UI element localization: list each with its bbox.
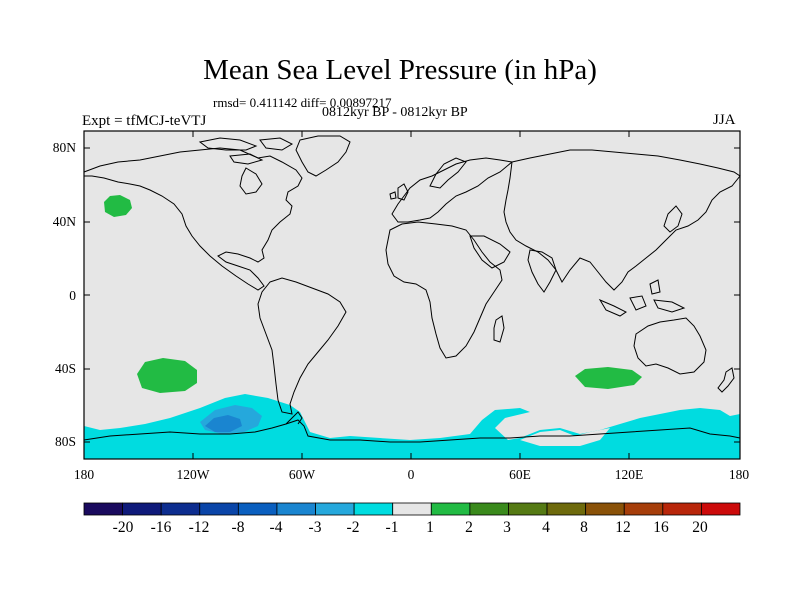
lat-label-80s: 80S bbox=[54, 434, 76, 449]
colorbar-box bbox=[392, 502, 432, 516]
colorbar-label: -8 bbox=[231, 519, 245, 536]
colorbar-box bbox=[122, 502, 162, 516]
lon-label-60e: 60E bbox=[509, 467, 531, 482]
lat-label-80n: 80N bbox=[52, 140, 76, 155]
coast-antarctic-peninsula bbox=[285, 411, 303, 425]
colorbar-label: -16 bbox=[150, 519, 172, 536]
southern-ocean-gap bbox=[520, 428, 610, 446]
colorbar-box bbox=[508, 502, 548, 516]
plot-title: Mean Sea Level Pressure (in hPa) bbox=[203, 54, 597, 86]
lon-label-180e: 180 bbox=[728, 467, 750, 482]
coast-antarctica bbox=[83, 419, 741, 443]
coast-maritime-continent bbox=[598, 279, 686, 317]
colorbar-label: 8 bbox=[580, 519, 588, 536]
lat-label-40s: 40S bbox=[54, 361, 76, 376]
colorbar-label: -2 bbox=[346, 519, 360, 536]
anomaly-regions bbox=[84, 195, 740, 459]
colorbar-label: -12 bbox=[188, 519, 210, 536]
colorbar-box bbox=[701, 502, 741, 516]
colorbar-label: -3 bbox=[308, 519, 322, 536]
colorbar-box bbox=[353, 502, 394, 516]
coast-japan bbox=[663, 205, 683, 233]
coast-arctic-islands bbox=[198, 137, 294, 165]
season-label: JJA bbox=[713, 112, 736, 128]
colorbar-box bbox=[623, 502, 664, 516]
axis-ticks bbox=[84, 131, 740, 459]
lon-label-0: 0 bbox=[407, 467, 415, 482]
lon-label-120e: 120E bbox=[614, 467, 644, 482]
colorbar bbox=[83, 502, 741, 516]
lat-label-eq: 0 bbox=[69, 288, 76, 303]
lon-label-60w: 60W bbox=[288, 467, 316, 482]
coast-australia bbox=[633, 317, 707, 375]
colorbar-label: 4 bbox=[542, 519, 550, 536]
coast-hudson-bay bbox=[239, 167, 263, 195]
colorbar-label: -1 bbox=[385, 519, 399, 536]
coast-africa bbox=[385, 221, 503, 359]
colorbar-box bbox=[237, 502, 278, 516]
coast-greenland bbox=[295, 135, 351, 177]
period-text: 0812kyr BP - 0812kyr BP bbox=[322, 105, 468, 120]
lon-label-180w: 180 bbox=[73, 467, 95, 482]
stats-text: rmsd= 0.411142 diff= 0.00897217 bbox=[213, 95, 392, 110]
colorbar-box bbox=[83, 502, 123, 516]
coast-india bbox=[527, 249, 557, 293]
colorbar-label: -4 bbox=[269, 519, 283, 536]
coast-new-zealand bbox=[717, 367, 735, 393]
colorbar-label: -20 bbox=[112, 519, 134, 536]
lat-label-40n: 40N bbox=[52, 214, 76, 229]
coast-arabia bbox=[469, 235, 511, 269]
map-background bbox=[84, 131, 740, 459]
north-pacific-positive bbox=[104, 195, 132, 217]
coast-scandinavia bbox=[429, 157, 467, 189]
colorbar-label: 3 bbox=[503, 519, 511, 536]
colorbar-label: 16 bbox=[653, 519, 669, 536]
south-pacific-positive bbox=[137, 358, 197, 393]
colorbar-box bbox=[160, 502, 201, 516]
coast-asia bbox=[503, 149, 741, 291]
colorbar-label: 2 bbox=[465, 519, 473, 536]
colorbar-box bbox=[276, 502, 316, 516]
colorbar-box bbox=[430, 502, 471, 516]
colorbar-label: 20 bbox=[692, 519, 708, 536]
colorbar-box bbox=[546, 502, 587, 516]
colorbar-box bbox=[199, 502, 239, 516]
coast-madagascar bbox=[493, 315, 505, 343]
colorbar-box bbox=[469, 502, 509, 516]
colorbar-box bbox=[662, 502, 702, 516]
experiment-label: Expt = tfMCJ-teVTJ bbox=[82, 113, 207, 129]
colorbar-label: 1 bbox=[426, 519, 434, 536]
coast-europe bbox=[391, 157, 514, 223]
lon-label-120w: 120W bbox=[176, 467, 210, 482]
colorbar-box bbox=[585, 502, 625, 516]
colorbar-box bbox=[315, 502, 355, 516]
indian-ocean-positive bbox=[575, 367, 642, 389]
coast-british-isles bbox=[389, 183, 409, 201]
colorbar-label: 12 bbox=[615, 519, 631, 536]
coast-south-america bbox=[257, 277, 347, 415]
amundsen-sea-core bbox=[205, 415, 242, 432]
coastlines bbox=[83, 135, 741, 443]
